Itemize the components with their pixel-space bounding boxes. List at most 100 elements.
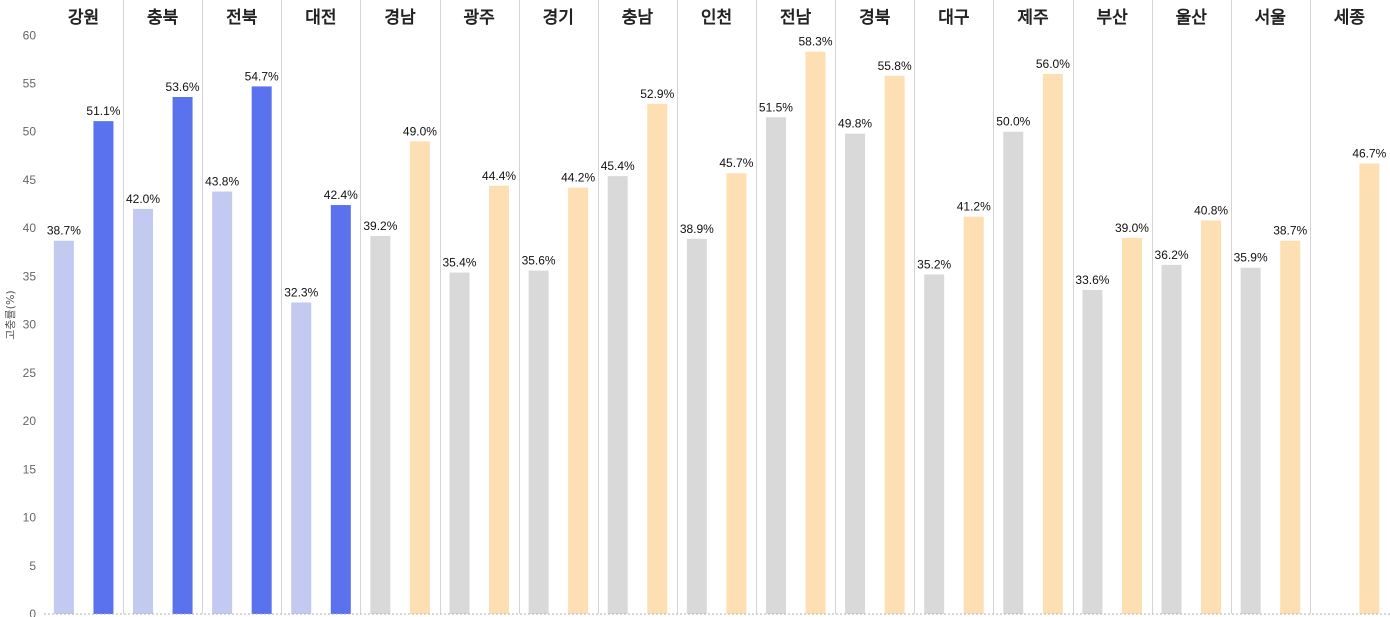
category-label: 세종: [1334, 8, 1366, 28]
category-label: 경남: [384, 8, 416, 28]
data-label: 46.7%: [1352, 147, 1386, 161]
category-dividers: [123, 0, 1311, 614]
bar: [1359, 163, 1380, 614]
category-label: 대전: [305, 8, 336, 28]
category-label: 대구: [938, 8, 970, 28]
data-label: 36.2%: [1155, 248, 1189, 262]
category-headers: 강원 충북 전북 대전 경남 광주 경기 충남 인천 전남 경북 대구 제주 부산 울산 서울 세종: [68, 8, 1366, 28]
data-label: 51.5%: [759, 100, 793, 114]
y-tick-label: 10: [23, 511, 37, 525]
bar: [172, 97, 193, 615]
data-label: 33.6%: [1075, 273, 1109, 287]
bar: [765, 117, 786, 614]
data-label: 49.0%: [403, 124, 437, 138]
bar: [212, 191, 233, 614]
bar: [845, 133, 866, 615]
category-label: 전남: [780, 8, 812, 28]
data-label: 45.7%: [719, 156, 753, 170]
bar: [1240, 267, 1261, 614]
data-label: 54.7%: [245, 69, 279, 83]
bar: [924, 274, 945, 614]
data-label: 38.9%: [680, 222, 714, 236]
bar: [568, 187, 589, 614]
data-label: 52.9%: [640, 87, 674, 101]
y-axis: 0 5 10 15 20 25 30 35 40 45 50 55 60: [23, 28, 37, 617]
bar: [370, 235, 391, 615]
bar: [726, 173, 747, 614]
bar: [805, 51, 826, 615]
y-tick-label: 30: [23, 318, 37, 332]
category-label: 경북: [859, 8, 891, 28]
bar: [528, 270, 549, 614]
data-label: 43.8%: [205, 175, 239, 189]
data-label: 42.0%: [126, 192, 160, 206]
y-tick-label: 20: [23, 414, 37, 428]
category-label: 광주: [464, 8, 496, 28]
category-label: 제주: [1017, 8, 1049, 28]
data-label: 45.4%: [601, 159, 635, 173]
value-labels: 38.7% 51.1% 42.0% 53.6% 43.8% 54.7% 32.3% 42.4%…: [47, 35, 1387, 300]
data-label: 32.3%: [284, 285, 318, 299]
y-axis-title: 고충률(%): [4, 290, 17, 339]
category-label: 서울: [1255, 8, 1287, 28]
bar: [686, 238, 707, 614]
data-label: 35.2%: [917, 257, 951, 271]
data-label: 55.8%: [878, 59, 912, 73]
bar: [291, 302, 312, 614]
bar: [133, 208, 154, 614]
y-tick-label: 15: [23, 462, 37, 476]
data-label: 35.9%: [1234, 251, 1268, 265]
data-label: 35.6%: [522, 254, 556, 268]
bar: [53, 240, 74, 615]
category-label: 강원: [68, 8, 99, 28]
bars: [53, 51, 1380, 615]
category-label: 충남: [622, 8, 654, 28]
data-label: 42.4%: [324, 188, 358, 202]
data-label: 44.4%: [482, 169, 516, 183]
data-label: 58.3%: [798, 35, 832, 49]
bar: [1003, 131, 1024, 614]
data-label: 56.0%: [1036, 57, 1070, 71]
data-label: 53.6%: [166, 80, 200, 94]
bar: [93, 121, 114, 614]
y-tick-label: 25: [23, 366, 37, 380]
data-label: 35.4%: [442, 256, 476, 270]
bar: [607, 176, 628, 614]
category-label: 인천: [701, 8, 732, 28]
data-label: 49.8%: [838, 117, 872, 131]
y-tick-label: 45: [23, 173, 37, 187]
bar: [489, 185, 510, 615]
data-label: 50.0%: [996, 115, 1030, 129]
data-label: 39.2%: [363, 219, 397, 233]
bar: [1280, 240, 1301, 615]
category-label: 전북: [226, 8, 258, 28]
bar: [449, 272, 470, 614]
data-label: 39.0%: [1115, 221, 1149, 235]
bar: [1082, 289, 1103, 614]
category-label: 부산: [1096, 8, 1128, 28]
bar: [1161, 264, 1182, 614]
data-label: 40.8%: [1194, 203, 1228, 217]
data-label: 51.1%: [86, 104, 120, 118]
category-label: 충북: [147, 8, 179, 28]
bar: [963, 216, 984, 614]
bar: [409, 141, 430, 615]
y-tick-label: 0: [29, 607, 36, 617]
bar: [1121, 237, 1142, 614]
category-label: 경기: [543, 8, 574, 28]
bar: [647, 103, 668, 614]
category-label: 울산: [1176, 8, 1208, 28]
bar: [251, 86, 272, 615]
y-tick-label: 55: [23, 77, 37, 91]
data-label: 38.7%: [47, 224, 81, 238]
y-tick-label: 60: [23, 28, 37, 42]
bar: [1042, 73, 1063, 614]
data-label: 44.2%: [561, 171, 595, 185]
y-tick-label: 40: [23, 221, 37, 235]
data-label: 41.2%: [957, 200, 991, 214]
y-tick-label: 5: [29, 559, 36, 573]
bar: [1201, 220, 1222, 614]
bar: [330, 205, 351, 614]
y-tick-label: 50: [23, 125, 37, 139]
